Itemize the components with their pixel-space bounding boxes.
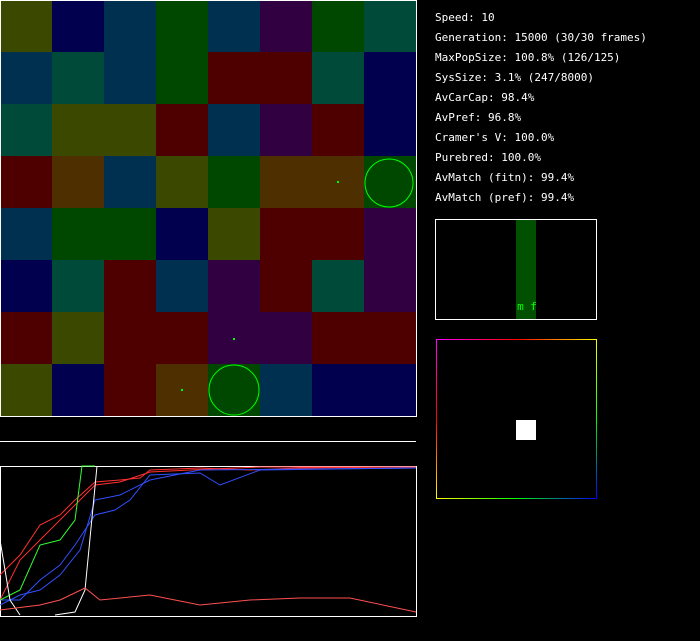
- cell: [0, 364, 52, 416]
- cell: [208, 260, 260, 312]
- stat-line: AvMatch (fitn): 99.4%: [435, 171, 574, 184]
- cell: [260, 260, 312, 312]
- cell: [0, 104, 52, 156]
- cell: [260, 104, 312, 156]
- cell: [260, 0, 312, 52]
- stat-line: Cramer's V: 100.0%: [435, 131, 555, 144]
- cell: [208, 208, 260, 260]
- cell: [156, 0, 208, 52]
- world-grid: [0, 0, 416, 416]
- cell: [52, 208, 104, 260]
- cell: [0, 260, 52, 312]
- cell: [364, 208, 416, 260]
- history-line: [0, 587, 417, 613]
- history-line: [0, 466, 417, 576]
- world-border: [0, 0, 417, 417]
- cell: [104, 208, 156, 260]
- cell: [156, 260, 208, 312]
- agent: [208, 364, 260, 416]
- cell: [156, 312, 208, 364]
- cell: [0, 52, 52, 104]
- stat-line: MaxPopSize: 100.8% (126/125): [435, 51, 620, 64]
- history-line: [0, 466, 416, 601]
- history-line: [0, 465, 95, 601]
- cell: [104, 156, 156, 208]
- cell: [312, 364, 364, 416]
- cell: [0, 0, 52, 52]
- cell: [260, 364, 312, 416]
- cell: [156, 156, 208, 208]
- cell: [104, 312, 156, 364]
- cell: [0, 156, 52, 208]
- cell: [104, 0, 156, 52]
- histogram-border: [435, 219, 597, 320]
- cell: [52, 52, 104, 104]
- cell: [260, 52, 312, 104]
- cell: [312, 260, 364, 312]
- cell: [104, 364, 156, 416]
- agent-dot: [233, 338, 235, 340]
- stats-panel: Speed: 10 Generation: 15000 (30/30 frames…: [435, 11, 647, 204]
- cell: [364, 312, 416, 364]
- cell: [104, 260, 156, 312]
- cell: [208, 0, 260, 52]
- histogram-bar: [516, 220, 536, 319]
- stat-line: Speed: 10: [435, 11, 495, 24]
- cell: [364, 364, 416, 416]
- cell: [52, 312, 104, 364]
- cell: [0, 312, 52, 364]
- history-line: [0, 467, 417, 606]
- cell: [156, 104, 208, 156]
- cell: [260, 312, 312, 364]
- history-chart: [0, 465, 417, 616]
- cell: [312, 312, 364, 364]
- cell: [208, 364, 260, 416]
- cell: [0, 208, 52, 260]
- cell: [364, 0, 416, 52]
- cell: [260, 156, 312, 208]
- cell: [364, 104, 416, 156]
- cell: [52, 364, 104, 416]
- cell: [364, 156, 416, 208]
- history-line: [0, 467, 417, 601]
- history-line: [0, 539, 21, 616]
- agent-dot: [181, 389, 183, 391]
- cell: [208, 104, 260, 156]
- cell: [52, 104, 104, 156]
- stat-line: Purebred: 100.0%: [435, 151, 541, 164]
- history-line: [54, 465, 98, 616]
- stat-line: Generation: 15000 (30/30 frames): [435, 31, 647, 44]
- agent-dot: [337, 181, 339, 183]
- preference-map-border: [436, 339, 597, 499]
- cell: [364, 52, 416, 104]
- cell: [156, 52, 208, 104]
- cell: [364, 260, 416, 312]
- cell: [156, 208, 208, 260]
- cell: [260, 208, 312, 260]
- stat-line: AvMatch (pref): 99.4%: [435, 191, 574, 204]
- histogram-label: m f: [517, 300, 537, 313]
- stat-line: AvPref: 96.8%: [435, 111, 521, 124]
- history-chart-border: [0, 466, 417, 617]
- agent: [364, 158, 414, 208]
- stat-line: AvCarCap: 98.4%: [435, 91, 535, 104]
- cell: [312, 52, 364, 104]
- cell: [104, 52, 156, 104]
- cell: [312, 0, 364, 52]
- stat-line: SysSize: 3.1% (247/8000): [435, 71, 594, 84]
- cell: [312, 208, 364, 260]
- cell: [52, 156, 104, 208]
- cell: [104, 104, 156, 156]
- preference-marker: [516, 420, 536, 440]
- cell: [208, 52, 260, 104]
- cell: [52, 260, 104, 312]
- cell: [52, 0, 104, 52]
- cell: [208, 156, 260, 208]
- cell: [312, 104, 364, 156]
